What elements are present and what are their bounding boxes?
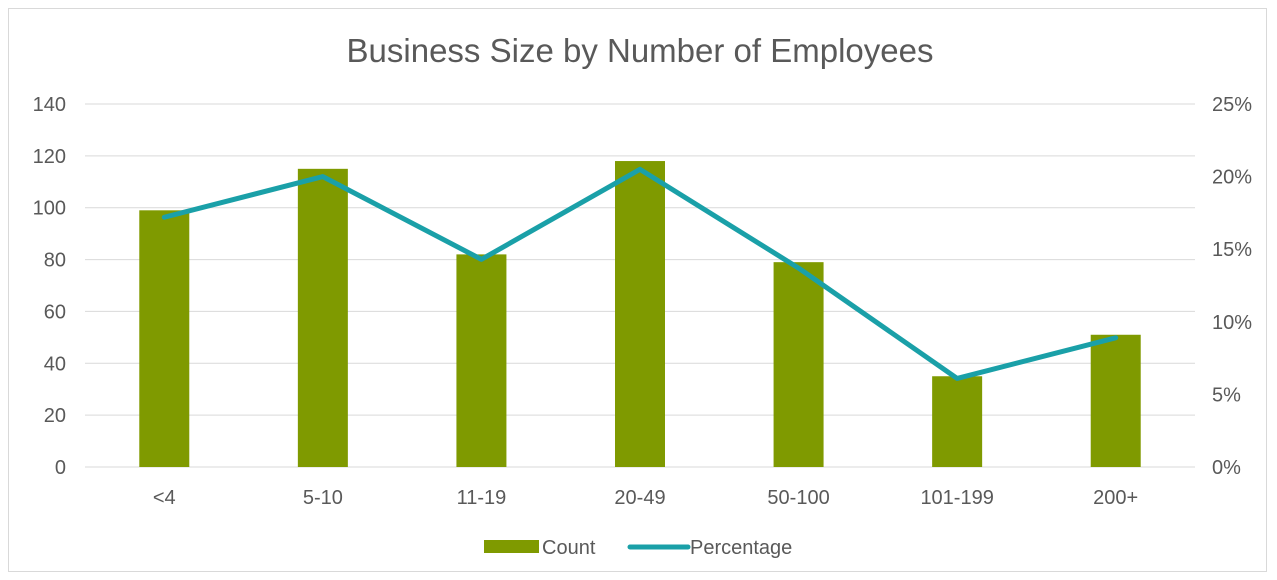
bar-50-100 — [773, 262, 824, 467]
legend-label-count: Count — [542, 537, 596, 559]
y-left-tick-label: 100 — [33, 198, 66, 220]
y-right-tick-label: 5% — [1212, 384, 1241, 406]
x-tick-label: 200+ — [1093, 487, 1138, 509]
legend-label-percentage: Percentage — [690, 537, 792, 559]
bar-11-19 — [456, 254, 507, 467]
chart-title: Business Size by Number of Employees — [347, 32, 934, 69]
x-axis: <4 5-10 11-19 20-49 50-100 101-199 200+ — [153, 487, 1138, 509]
bar-<4 — [139, 210, 190, 468]
y-right-tick-label: 0% — [1212, 457, 1241, 479]
bar-5-10 — [297, 168, 348, 468]
x-tick-label: 101-199 — [920, 487, 993, 509]
y-axis-left: 0 20 40 60 80 100 120 140 — [33, 94, 66, 479]
y-axis-right: 0% 5% 10% 15% 20% 25% — [1212, 94, 1252, 479]
line-series — [161, 166, 1119, 381]
y-left-tick-label: 140 — [33, 94, 66, 116]
y-right-tick-label: 25% — [1212, 94, 1252, 116]
y-left-tick-label: 20 — [44, 405, 66, 427]
x-tick-label: 20-49 — [614, 487, 665, 509]
bar-200+ — [1090, 334, 1141, 467]
y-right-tick-label: 20% — [1212, 167, 1252, 189]
x-tick-label: 50-100 — [767, 487, 829, 509]
y-right-tick-label: 15% — [1212, 239, 1252, 261]
y-left-tick-label: 120 — [33, 146, 66, 168]
x-tick-label: <4 — [153, 487, 176, 509]
y-left-tick-label: 60 — [44, 301, 66, 323]
bar-series — [139, 161, 1141, 468]
x-tick-label: 5-10 — [303, 487, 343, 509]
y-left-tick-label: 40 — [44, 353, 66, 375]
legend-swatch-count — [484, 540, 539, 553]
bar-101-199 — [932, 376, 983, 467]
y-left-tick-label: 80 — [44, 250, 66, 272]
bar-20-49 — [615, 161, 665, 468]
y-left-tick-label: 0 — [55, 457, 66, 479]
y-right-tick-label: 10% — [1212, 312, 1252, 334]
legend: Count Percentage — [484, 537, 792, 559]
x-tick-label: 11-19 — [457, 487, 507, 509]
